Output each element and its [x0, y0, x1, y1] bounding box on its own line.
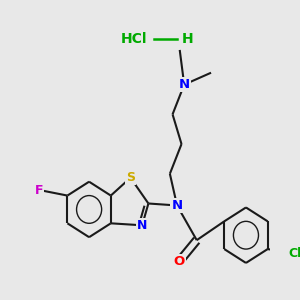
Text: O: O [173, 256, 184, 268]
Text: F: F [34, 184, 43, 197]
Text: H: H [182, 32, 194, 46]
Text: N: N [137, 219, 147, 232]
Text: N: N [172, 199, 183, 212]
Text: Cl: Cl [289, 247, 300, 260]
Text: S: S [126, 171, 135, 184]
Text: N: N [178, 78, 190, 91]
Text: HCl: HCl [121, 32, 147, 46]
